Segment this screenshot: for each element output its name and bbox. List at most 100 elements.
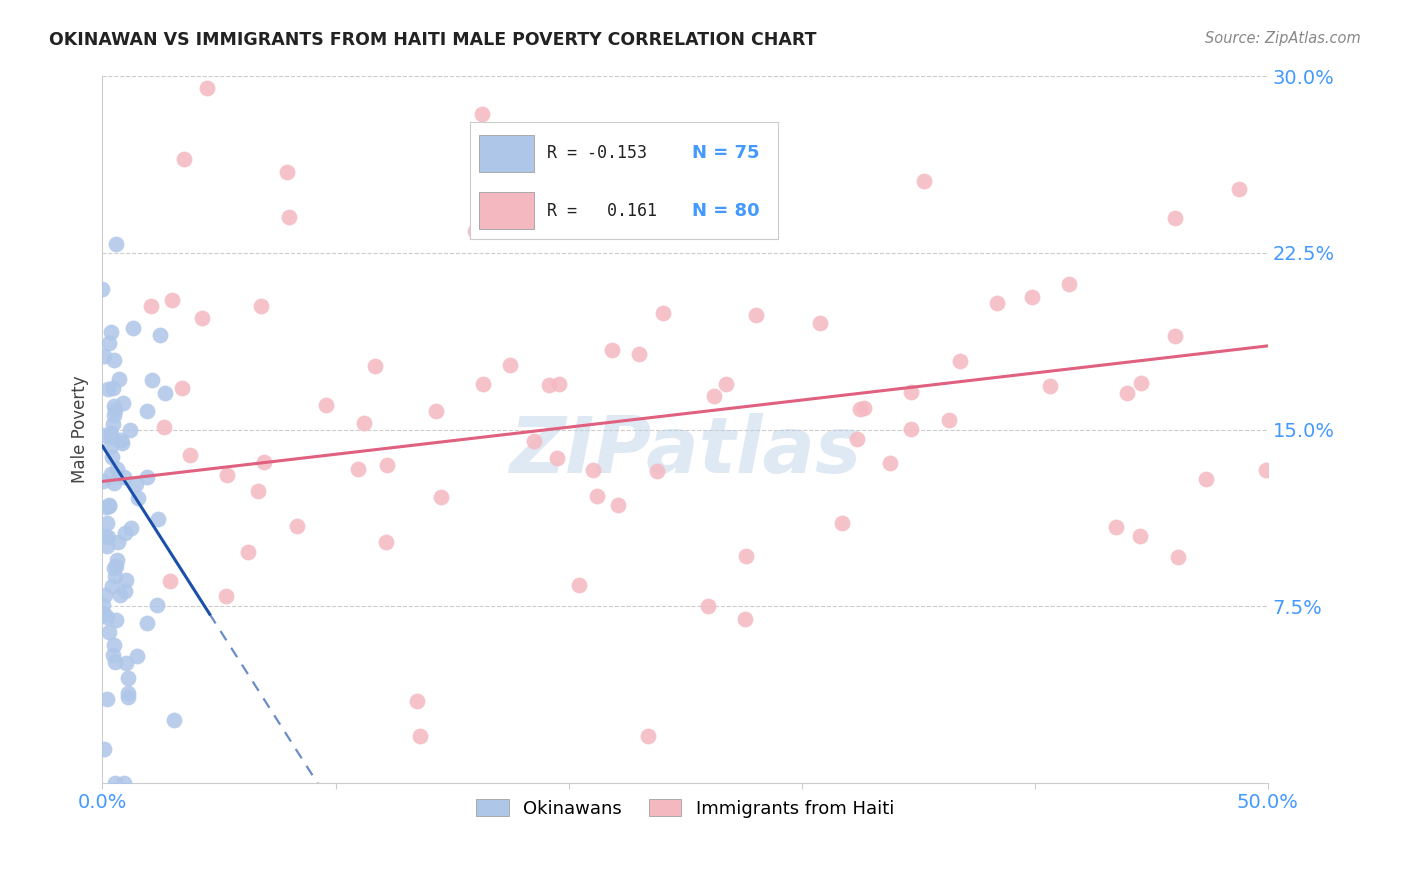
Point [499,358,522,372]
Point [125,648,148,663]
Point [195,80,218,95]
Point [105,559,128,574]
Point [845,432,868,446]
Point [745,309,768,323]
Point [112,396,135,410]
Point [114,584,136,599]
Point [600,343,623,358]
Point [112,470,135,484]
Point [170,382,193,396]
Point [735,549,758,563]
Point [135,615,157,630]
Point [949,354,972,368]
Point [100,430,122,444]
Point [101,450,124,464]
Point [93,607,115,622]
Point [108,588,131,602]
Point [215,589,238,603]
Point [115,656,138,670]
Point [1195,472,1218,486]
Point [127,491,149,505]
Point [145,598,167,612]
Point [471,107,494,121]
Point [406,693,429,707]
Point [93,350,115,364]
Point [808,316,831,330]
Point [690,217,713,231]
Point [425,404,447,418]
Point [136,404,159,418]
Point [153,385,176,400]
Point [101,417,124,431]
Point [347,461,370,475]
Point [105,553,128,567]
Point [120,521,142,535]
Point [105,461,128,475]
Point [585,489,607,503]
Point [582,462,605,476]
Point [107,535,129,549]
Point [98,498,121,512]
Point [93,741,115,756]
Point [1105,520,1128,534]
Point [697,599,720,614]
Point [97,382,120,396]
Point [538,378,561,392]
Text: OKINAWAN VS IMMIGRANTS FROM HAITI MALE POVERTY CORRELATION CHART: OKINAWAN VS IMMIGRANTS FROM HAITI MALE P… [49,31,817,49]
Point [607,499,630,513]
Point [149,327,172,342]
Point [190,310,212,325]
Point [1130,376,1153,390]
Point [523,434,546,449]
Point [117,672,139,686]
Point [253,455,276,469]
Point [115,573,138,587]
Point [112,776,135,790]
Point [464,224,486,238]
Point [1116,386,1139,401]
Legend: Okinawans, Immigrants from Haiti: Okinawans, Immigrants from Haiti [468,792,901,825]
Point [287,519,309,533]
Point [1021,290,1043,304]
Point [247,483,270,498]
Point [91,282,114,296]
Point [104,656,127,670]
Point [103,569,125,583]
Point [98,624,121,639]
Point [96,692,118,706]
Point [159,574,181,588]
Point [97,530,120,544]
Point [852,401,875,416]
Point [101,380,124,394]
Point [103,476,125,491]
Point [472,377,495,392]
Y-axis label: Male Poverty: Male Poverty [72,376,89,483]
Point [96,610,118,624]
Point [114,526,136,541]
Point [94,529,117,543]
Point [117,690,139,705]
Point [103,638,125,652]
Point [1039,379,1062,393]
Point [661,150,683,164]
Point [986,296,1008,310]
Point [1163,211,1185,225]
Point [1256,463,1278,477]
Text: ZIPatlas: ZIPatlas [509,413,862,489]
Point [1129,528,1152,542]
Point [96,539,118,553]
Point [315,398,337,412]
Point [900,422,922,436]
Text: Source: ZipAtlas.com: Source: ZipAtlas.com [1205,31,1361,46]
Point [108,372,131,386]
Point [100,467,122,482]
Point [547,377,569,392]
Point [139,299,162,313]
Point [104,402,127,417]
Point [148,512,170,526]
Point [97,335,120,350]
Point [160,293,183,307]
Point [173,152,195,166]
Point [430,490,453,504]
Point [118,423,141,437]
